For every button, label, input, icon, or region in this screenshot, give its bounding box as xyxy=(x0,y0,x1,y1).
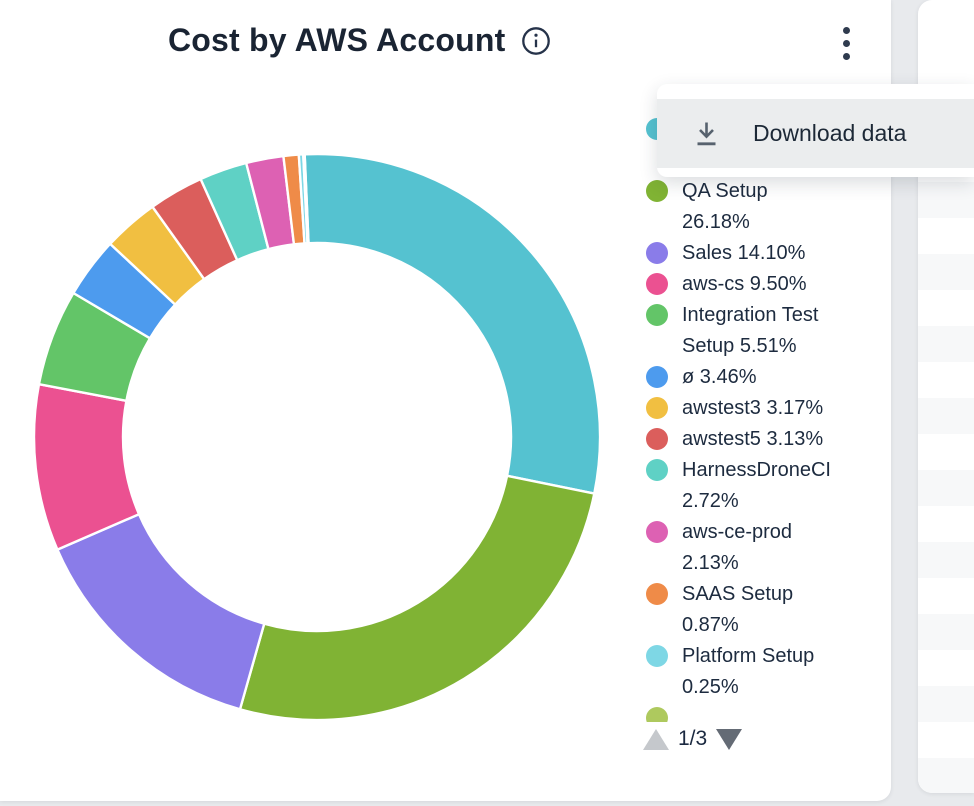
legend-pagination: 1/3 xyxy=(643,727,743,751)
legend-bullet-icon xyxy=(646,583,668,605)
legend-item-awstest5[interactable]: awstest5 3.13% xyxy=(646,424,890,455)
legend-item-harnessdroneci[interactable]: HarnessDroneCI 2.72% xyxy=(646,455,890,517)
adjacent-card-row xyxy=(918,218,974,254)
legend-item-awstest3[interactable]: awstest3 3.17% xyxy=(646,393,890,424)
adjacent-card-row xyxy=(918,434,974,470)
adjacent-card-row xyxy=(918,578,974,614)
legend-bullet-icon xyxy=(646,459,668,481)
legend-bullet-icon xyxy=(646,707,668,722)
legend-bullet-icon xyxy=(646,242,668,264)
legend-bullet-icon xyxy=(646,180,668,202)
adjacent-card-row xyxy=(918,326,974,362)
legend-label: Integration Test Setup 5.51% xyxy=(682,304,819,357)
donut-slice-qa-setup[interactable] xyxy=(238,474,596,722)
adjacent-card-row xyxy=(918,686,974,722)
donut-chart xyxy=(32,152,602,722)
legend-item-aws-cs[interactable]: aws-cs 9.50% xyxy=(646,269,890,300)
adjacent-card-row xyxy=(918,470,974,506)
legend-item-qa-setup[interactable]: QA Setup 26.18% xyxy=(646,176,890,238)
download-data-menu-item[interactable]: Download data xyxy=(657,99,974,168)
download-icon xyxy=(697,122,716,145)
adjacent-card-row xyxy=(918,722,974,758)
card-context-menu: Download data xyxy=(657,84,974,177)
legend-bullet-icon xyxy=(646,645,668,667)
legend-label: Sales 14.10% xyxy=(682,242,806,264)
kebab-menu-icon[interactable] xyxy=(832,21,860,65)
legend-item-saas-setup[interactable]: SAAS Setup 0.87% xyxy=(646,579,890,641)
chart-legend: QA Setup 26.18% Sales 14.10% aws-cs 9.50% In… xyxy=(646,114,890,722)
legend-item-sales[interactable]: Sales 14.10% xyxy=(646,238,890,269)
legend-bullet-icon xyxy=(646,521,668,543)
legend-bullet-icon xyxy=(646,366,668,388)
adjacent-card-row xyxy=(918,542,974,578)
adjacent-card-row xyxy=(918,614,974,650)
kebab-dot xyxy=(842,26,850,34)
kebab-dot xyxy=(842,39,850,47)
donut-slice-item-12[interactable] xyxy=(301,153,310,245)
legend-label: SAAS Setup 0.87% xyxy=(682,583,794,636)
donut-slice-item-0[interactable] xyxy=(303,152,602,496)
legend-item-integration-test-setup[interactable]: Integration Test Setup 5.51% xyxy=(646,300,890,362)
page-title: Cost by AWS Account xyxy=(168,22,506,58)
legend-label: Platform Setup 0.25% xyxy=(682,645,815,698)
legend-item-[interactable]: ø 3.46% xyxy=(646,362,890,393)
legend-label: awstest3 3.17% xyxy=(682,397,824,419)
info-icon[interactable] xyxy=(521,26,551,56)
adjacent-card-rows xyxy=(918,182,974,793)
card-header: Cost by AWS Account xyxy=(168,22,551,59)
kebab-dot xyxy=(842,52,850,60)
legend-label: aws-ce-prod 2.13% xyxy=(682,521,793,574)
adjacent-card-row xyxy=(918,362,974,398)
download-data-label: Download data xyxy=(753,120,907,146)
legend-item-aws-ce-prod[interactable]: aws-ce-prod 2.13% xyxy=(646,517,890,579)
legend-label: ø 3.46% xyxy=(682,366,757,388)
adjacent-card-row xyxy=(918,506,974,542)
adjacent-card-row xyxy=(918,398,974,434)
legend-label: QA Setup 26.18% xyxy=(682,180,768,233)
legend-item-item-12[interactable] xyxy=(646,703,890,722)
donut-slice-sales[interactable] xyxy=(55,512,266,711)
legend-bullet-icon xyxy=(646,304,668,326)
legend-label: awstest5 3.13% xyxy=(682,428,824,450)
legend-bullet-icon xyxy=(646,397,668,419)
legend-label: aws-cs 9.50% xyxy=(682,273,807,295)
legend-item-platform-setup[interactable]: Platform Setup 0.25% xyxy=(646,641,890,703)
adjacent-card-row xyxy=(918,182,974,218)
page-down-icon[interactable] xyxy=(716,728,743,750)
adjacent-card-row xyxy=(918,650,974,686)
page-indicator: 1/3 xyxy=(678,727,708,750)
legend-bullet-icon xyxy=(646,428,668,450)
legend-bullet-icon xyxy=(646,273,668,295)
legend-label: HarnessDroneCI 2.72% xyxy=(682,459,831,512)
page-up-icon[interactable] xyxy=(643,728,669,750)
adjacent-card-row xyxy=(918,758,974,793)
adjacent-card-row xyxy=(918,254,974,290)
adjacent-card-row xyxy=(918,290,974,326)
